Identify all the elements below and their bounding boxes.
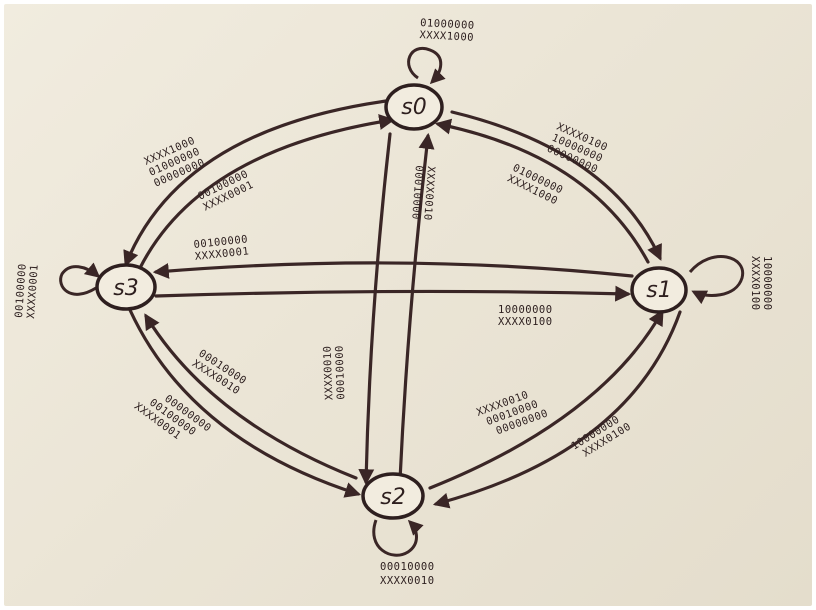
edge-s2-to-s3 (144, 313, 358, 480)
label-s2-self: 00010000 XXXX0010 (380, 561, 435, 587)
edge-s0-to-s1 (450, 110, 662, 261)
edge-s1-to-s2 (432, 310, 682, 509)
edge-s2-to-s1 (428, 309, 664, 490)
label-s1-to-s2: 10000000 XXXX0100 (569, 413, 633, 459)
label-line: 00010000 (380, 561, 435, 573)
label-line: XXXX0100 (498, 316, 553, 328)
state-label-s2: s2 (380, 485, 405, 510)
state-s0: s0 (384, 83, 444, 131)
label-line: XXXX0010 (380, 575, 435, 587)
edge-s0-to-s2 (358, 132, 392, 486)
label-line: XXXX0001 (25, 264, 41, 319)
self-loop-s2 (372, 519, 424, 557)
edge-s3-to-s0 (138, 114, 396, 270)
edge-s2-to-s0 (398, 132, 435, 482)
edge-s0-to-s3 (123, 99, 388, 267)
label-line: 10000000 (498, 304, 553, 316)
state-s3: s3 (95, 263, 157, 311)
state-label-s1: s1 (646, 278, 671, 303)
edge-s1-to-s3 (152, 261, 634, 279)
edge-s3-to-s2 (128, 308, 362, 498)
label-s3-self: 00100000 XXXX0001 (13, 263, 41, 319)
label-line: XXXX0100 (749, 256, 761, 311)
label-s3-to-s2: 00010000 XXXX0010 (190, 347, 249, 397)
label-s0-to-s3: XXXX1000 01000000 00000000 (142, 135, 207, 190)
state-s2: s2 (361, 472, 425, 520)
label-s0-self: 01000000 XXXX1000 (419, 17, 475, 44)
label-line: XXXX1000 (419, 29, 474, 44)
edge-s3-to-s1 (154, 285, 632, 302)
label-line: 00100000 (13, 263, 29, 318)
label-s2-to-s3: 00000000 00100000 XXXX0001 (132, 393, 213, 442)
label-line: 00100000 (193, 233, 249, 251)
label-line: 00010000 (409, 165, 425, 220)
label-line: XXXX0010 (421, 166, 437, 221)
label-line: 10000000 (761, 256, 773, 311)
state-s1: s1 (630, 266, 688, 314)
label-s3-to-s1: 10000000 XXXX0100 (498, 304, 553, 328)
edge-s1-to-s0 (434, 118, 650, 264)
self-loop-s1 (688, 255, 745, 305)
label-line: XXXX0010 (322, 345, 336, 400)
self-loop-s3 (59, 262, 101, 296)
label-s1-self: 10000000 XXXX0100 (749, 256, 773, 311)
label-line: 00010000 (334, 345, 348, 400)
state-label-s0: s0 (401, 95, 426, 120)
label-s1-to-s3: 00100000 XXXX0001 (193, 233, 250, 263)
self-loop-s0 (407, 46, 446, 85)
state-label-s3: s3 (113, 276, 138, 301)
label-s0-to-s2: XXXX0010 00010000 (409, 165, 437, 221)
label-line: 01000000 (420, 17, 475, 32)
label-line: XXXX0001 (194, 245, 250, 263)
label-s2-to-s0: XXXX0010 00010000 (322, 345, 348, 400)
